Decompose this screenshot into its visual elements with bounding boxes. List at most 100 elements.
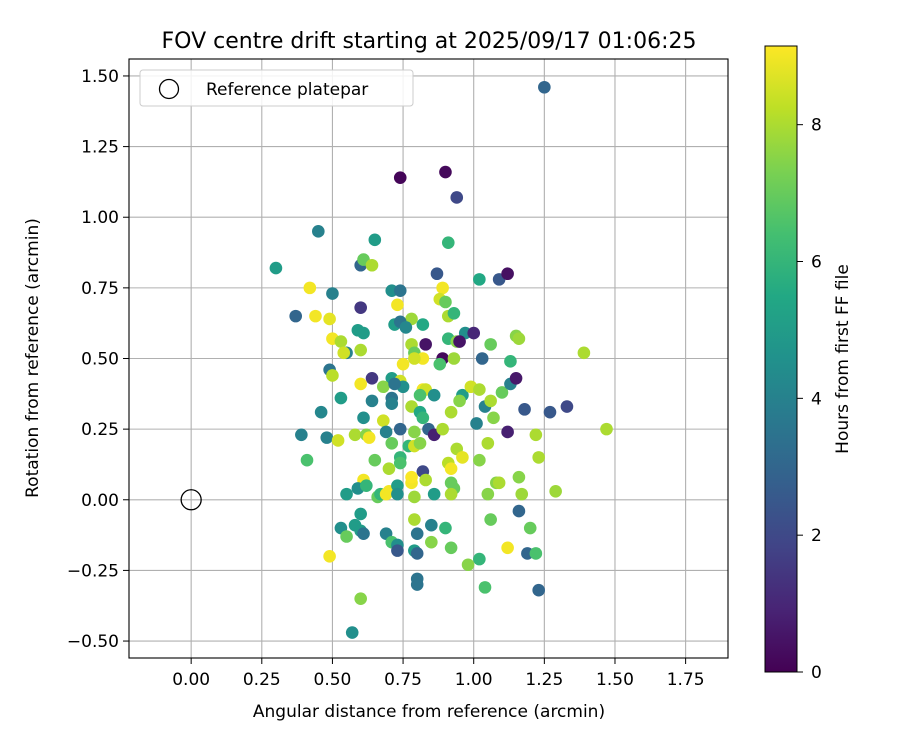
y-tick-label: 1.50 [81,67,119,87]
data-point [365,394,379,408]
x-tick-label: 0.00 [172,670,210,690]
data-point [475,352,489,365]
data-point [481,436,495,450]
data-point [413,436,427,450]
data-point [473,552,486,566]
colorbar: 0 2 4 6 8 Hours from first FF file [764,45,853,683]
x-axis-ticks: 0.00 0.25 0.50 0.75 1.00 1.25 1.50 1.75 [172,658,705,690]
data-point [269,261,283,275]
data-point [427,487,441,501]
data-point [501,267,514,281]
data-point [385,436,399,450]
data-point [393,422,407,436]
data-point [515,487,529,501]
data-point [504,355,517,368]
data-point [354,343,367,357]
data-point [309,309,322,323]
data-point [408,513,421,526]
data-point [467,326,481,340]
x-tick-label: 0.75 [384,670,422,690]
data-point [331,434,345,447]
data-point [391,487,404,501]
data-point [354,377,367,391]
data-point [354,592,367,605]
data-point [484,394,497,408]
data-point [481,487,495,501]
y-tick-label: −0.50 [67,632,119,652]
x-tick-label: 1.50 [596,670,634,690]
scatter-points [269,80,613,639]
data-point [357,527,370,540]
data-point [416,411,430,425]
data-point [391,544,404,557]
data-point [577,346,591,360]
data-point [360,479,373,492]
data-point [365,258,379,272]
data-point [399,321,413,334]
data-point [430,267,444,281]
data-point [348,428,362,442]
data-point [532,583,545,597]
data-point [600,422,613,436]
data-point [419,338,432,351]
reference-point-marker [180,489,202,511]
data-point [368,453,382,467]
data-point [408,425,421,439]
data-point [385,397,399,411]
data-point [376,414,390,427]
data-point [501,541,514,555]
data-point [405,470,418,484]
data-point [323,549,336,563]
data-point [388,377,401,391]
data-point [425,518,438,532]
data-point [391,298,404,312]
data-point [413,388,427,402]
data-point [376,380,390,394]
data-point [379,425,393,439]
data-point [532,451,545,464]
data-point [320,431,334,444]
data-point [365,371,379,385]
x-tick-label: 1.00 [455,670,493,690]
x-tick-label: 1.25 [525,670,563,690]
y-tick-label: 0.75 [81,279,119,299]
reference-point [180,489,202,511]
data-point [543,405,557,419]
data-point [509,371,523,385]
data-point [447,352,461,365]
legend-entry-reference-platepar: Reference platepar [206,80,368,100]
chart-title: FOV centre drift starting at 2025/09/17 … [162,29,697,54]
data-point [382,462,396,475]
colorbar-tick-label: 4 [811,389,822,409]
data-point [453,335,466,348]
data-point [410,547,424,560]
data-point [295,428,308,442]
data-point [362,431,376,444]
data-point [354,507,367,521]
data-point [357,411,370,425]
x-tick-label: 0.50 [314,670,352,690]
data-point [444,541,458,555]
data-point [303,281,317,295]
legend-reference-marker-icon [158,78,180,100]
legend-box [139,69,414,107]
data-point [393,171,407,184]
data-point [461,558,475,572]
data-point [323,312,336,326]
data-point [501,425,514,439]
data-point [444,462,458,475]
data-point [334,335,348,348]
data-point [408,352,421,365]
data-point [340,487,353,501]
colorbar-tick-label: 2 [811,526,822,546]
data-point [368,233,382,247]
data-point [512,470,526,484]
colorbar-ticks: 0 2 4 6 8 [797,116,822,683]
data-point [478,581,492,594]
x-axis-label: Angular distance from reference (arcmin) [253,702,605,722]
data-point [439,521,452,535]
data-point [518,403,531,416]
data-point [441,236,455,249]
data-point [538,80,551,94]
